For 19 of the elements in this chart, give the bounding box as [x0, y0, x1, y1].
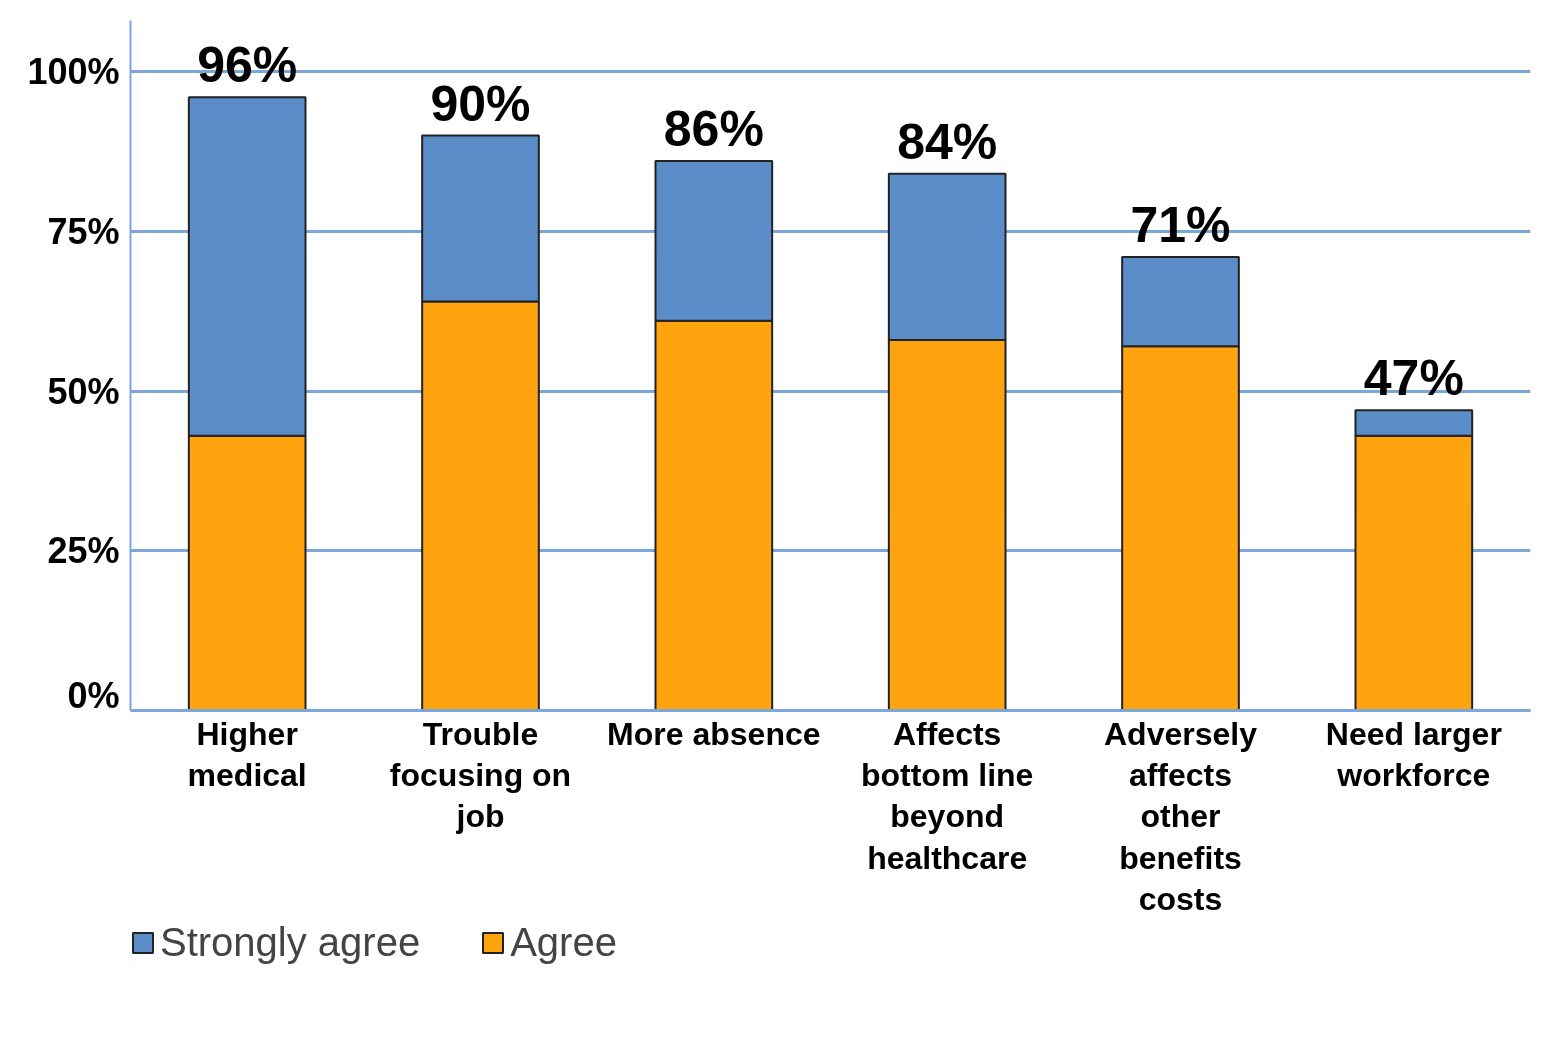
x-tick-label: Trouble focusing on job	[389, 715, 572, 835]
x-tick-label: Adversely affects other benefits costs	[1104, 715, 1258, 918]
y-tick-label: 25%	[47, 530, 120, 572]
total-label: 96%	[197, 37, 298, 94]
x-tick-label: Need larger workforce	[1325, 715, 1502, 793]
total-label: 47%	[1363, 350, 1464, 407]
x-tick-label: More absence	[607, 715, 821, 752]
total-label: 71%	[1130, 196, 1231, 253]
y-tick-label: 0%	[67, 674, 120, 716]
x-tick-label: Higher medical	[187, 715, 307, 793]
total-label: 86%	[663, 101, 764, 158]
legend-label: Strongly agree	[160, 920, 421, 965]
y-tick-label: 75%	[47, 210, 120, 252]
total-label: 90%	[430, 75, 531, 132]
total-label: 84%	[897, 113, 998, 170]
y-tick-label: 100%	[27, 51, 120, 93]
x-tick-label: Affects bottom line beyond healthcare	[860, 715, 1034, 876]
legend-label: Agree	[510, 920, 617, 965]
y-tick-label: 50%	[47, 370, 120, 412]
